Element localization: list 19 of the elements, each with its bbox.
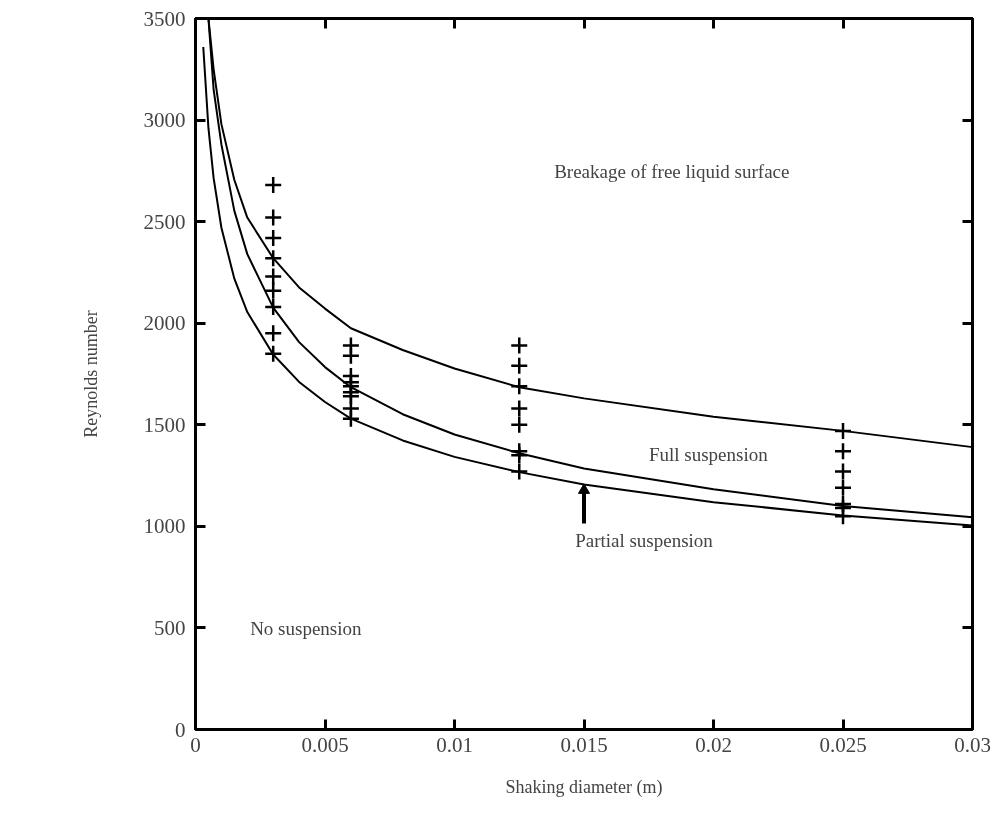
x-tick-label: 0.015	[560, 732, 608, 757]
annotation: No suspension	[250, 618, 363, 640]
x-axis-title: Shaking diameter (m)	[505, 776, 663, 798]
x-tick-label: 0.005	[301, 732, 349, 757]
x-tick-label: 0.025	[819, 732, 867, 757]
y-axis-title: Reynolds number	[80, 310, 101, 438]
y-tick-label: 2500	[143, 209, 186, 234]
x-tick-label: 0.02	[695, 732, 732, 757]
x-tick-label: 0.03	[954, 732, 991, 757]
y-tick-label: 1500	[143, 412, 186, 437]
y-tick-label: 3500	[143, 6, 186, 31]
annotation: Breakage of free liquid surface	[554, 160, 790, 182]
annotation: Full suspension	[648, 443, 769, 465]
x-tick-label: 0.01	[436, 732, 473, 757]
y-tick-label: 1000	[143, 514, 186, 539]
y-tick-label: 2000	[143, 311, 186, 336]
y-tick-label: 3000	[143, 108, 186, 133]
annotation: Partial suspension	[575, 529, 714, 551]
y-tick-label: 500	[154, 615, 186, 640]
